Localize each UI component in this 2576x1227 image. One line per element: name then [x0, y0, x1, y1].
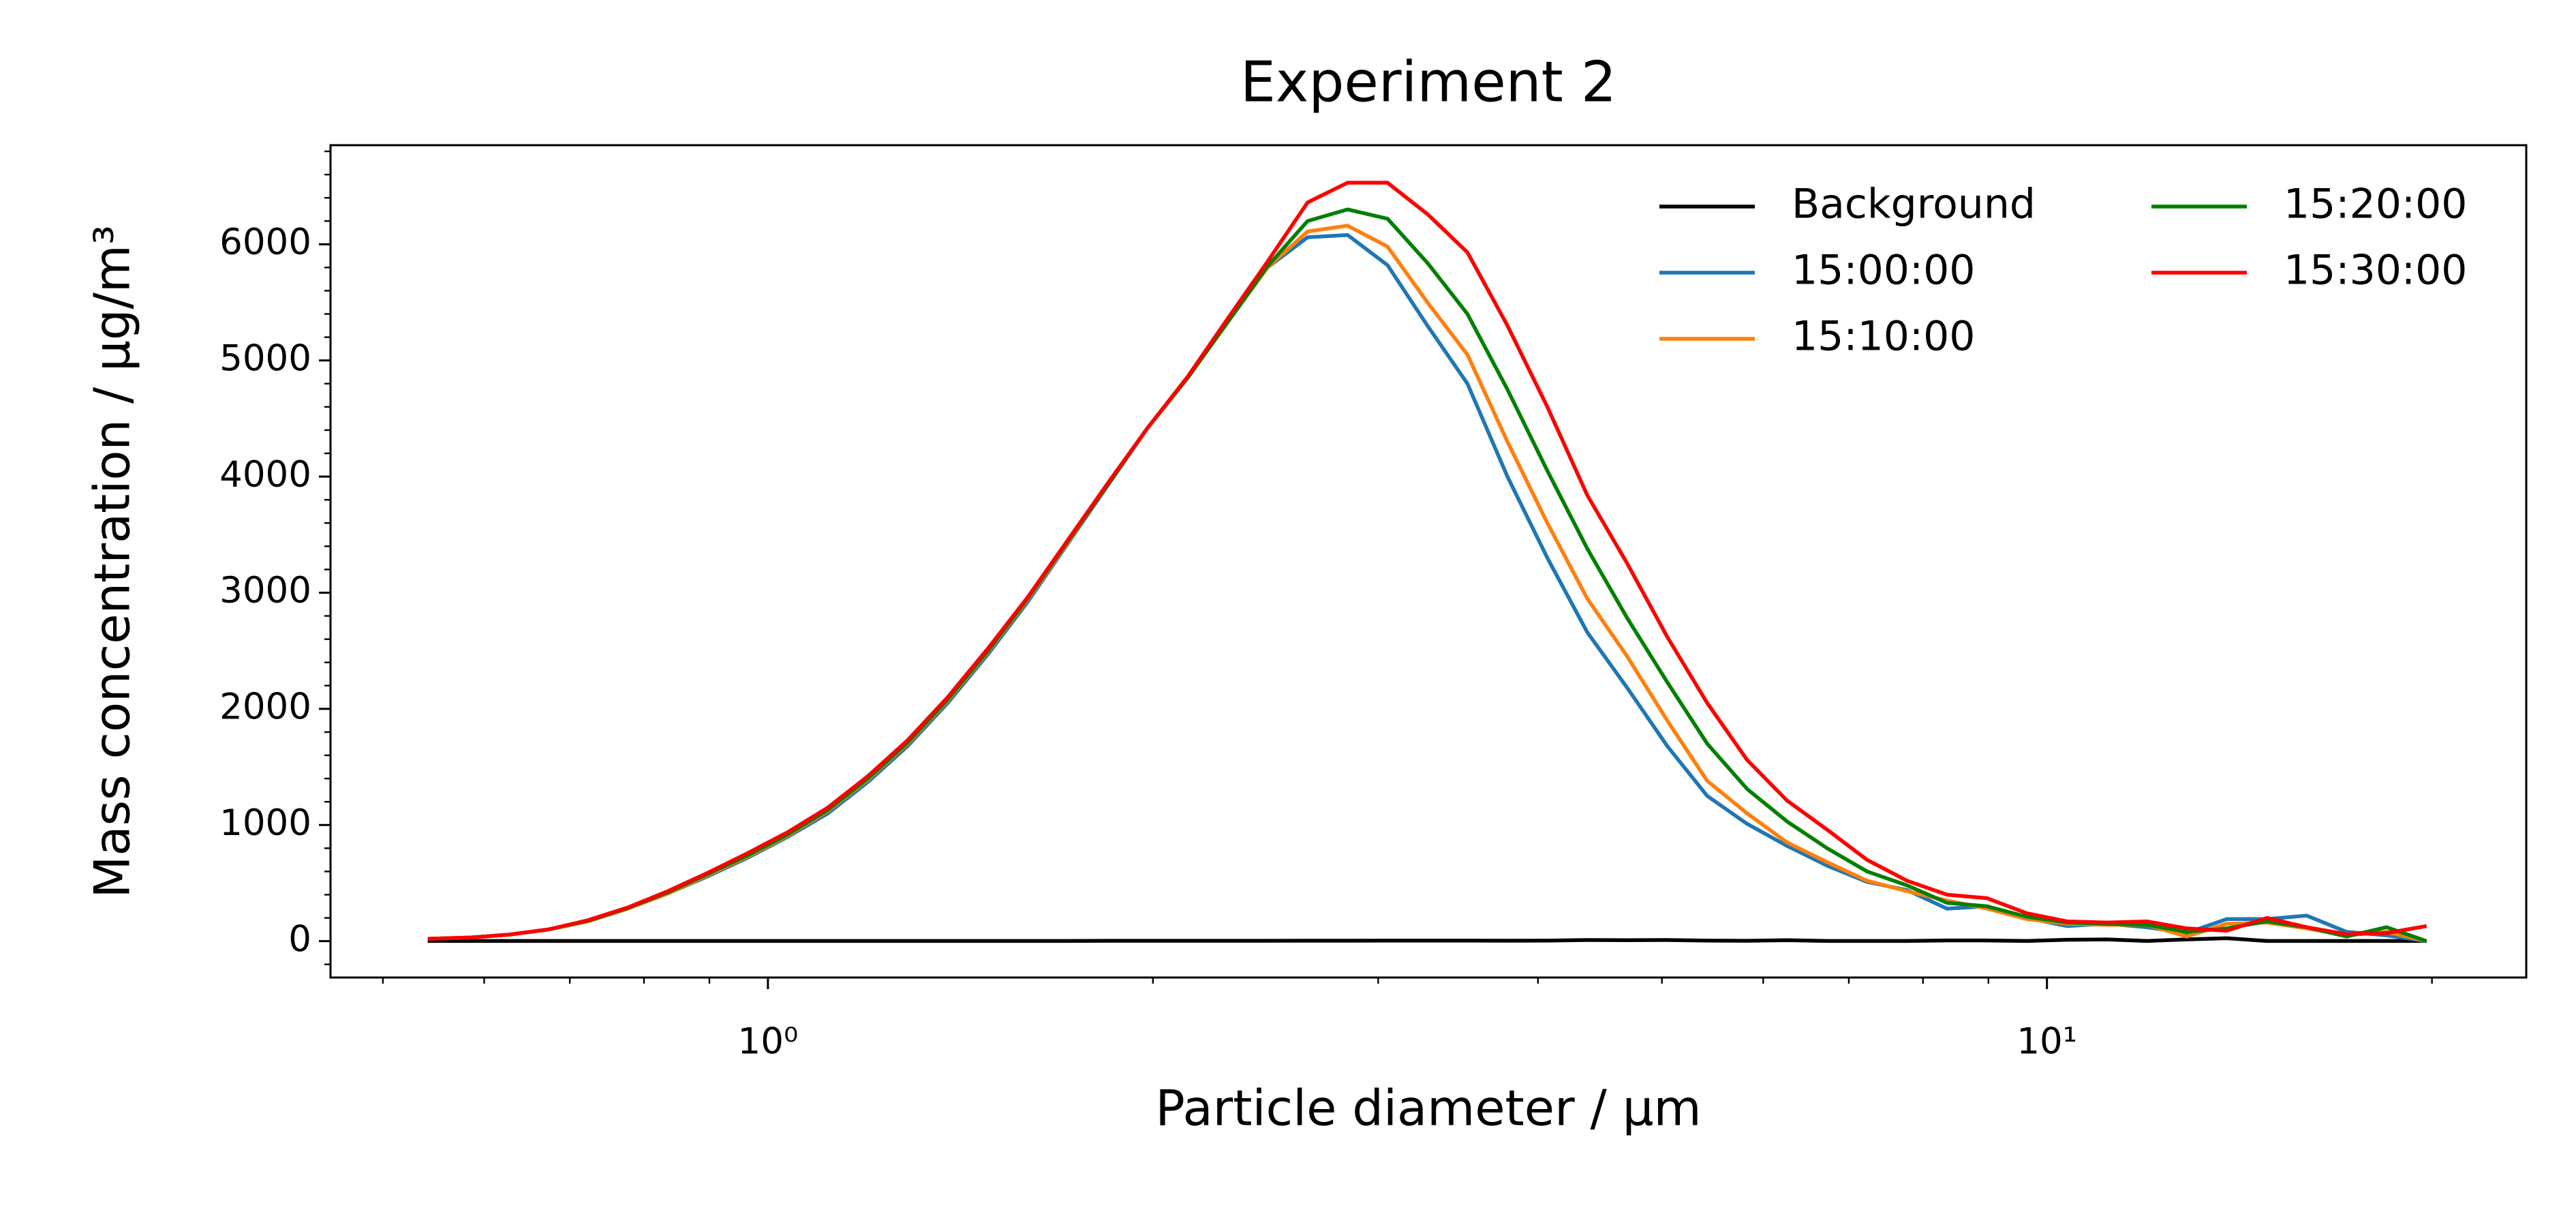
y-tick-label: 6000 [219, 222, 311, 263]
y-tick-label: 4000 [219, 454, 311, 496]
y-axis-label: Mass concentration / μg/m³ [84, 225, 141, 898]
chart-title: Experiment 2 [1240, 50, 1616, 115]
x-tick-label: 10¹ [2017, 1021, 2077, 1063]
y-tick-label: 2000 [219, 686, 311, 728]
y-tick-label: 5000 [219, 337, 311, 379]
y-tick-label: 1000 [219, 802, 311, 844]
data-line [427, 232, 2427, 943]
legend-label: 15:20:00 [2284, 181, 2467, 228]
x-axis-label: Particle diameter / μm [1155, 1080, 1701, 1137]
data-line [427, 207, 2427, 943]
data-line [427, 936, 2427, 943]
legend-label: 15:10:00 [1792, 313, 1975, 361]
data-line [427, 224, 2427, 943]
y-tick-label: 3000 [219, 570, 311, 611]
data-line [427, 181, 2427, 941]
x-tick-label: 10⁰ [738, 1021, 799, 1063]
legend-label: 15:30:00 [2284, 247, 2467, 294]
legend-label: 15:00:00 [1792, 247, 1975, 294]
y-tick-label: 0 [288, 918, 311, 960]
legend-label: Background [1792, 181, 2036, 228]
plot-frame [329, 144, 2528, 979]
